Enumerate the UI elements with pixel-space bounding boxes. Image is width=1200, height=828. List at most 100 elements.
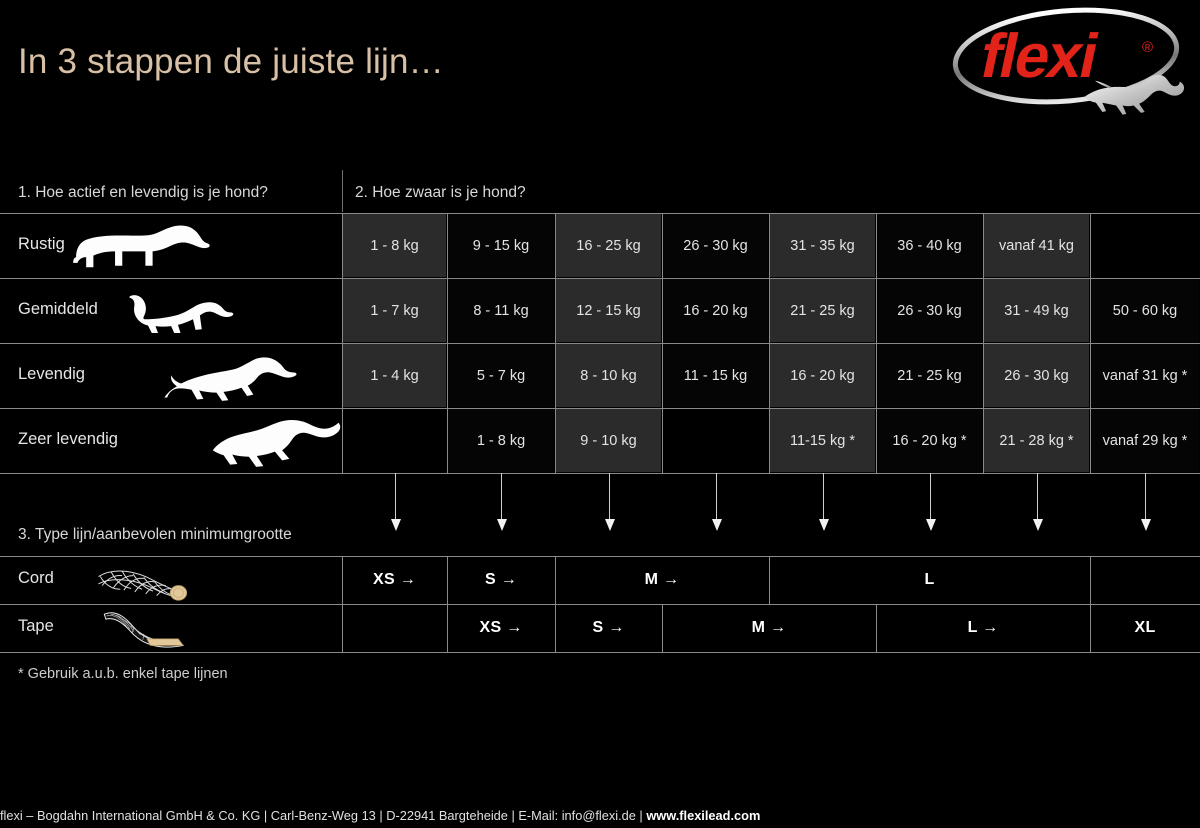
- weight-cell: 8 - 10 kg: [556, 344, 661, 407]
- weight-cell: 1 - 7 kg: [343, 279, 446, 342]
- leash-size-cell: [1091, 557, 1199, 603]
- grid-vline: [769, 213, 770, 473]
- weight-cell: 16 - 20 kg: [770, 344, 875, 407]
- walking-dog-icon: [118, 285, 243, 341]
- weight-cell: vanaf 29 kg *: [1091, 409, 1199, 472]
- svg-text:flexi: flexi: [975, 22, 1104, 91]
- weight-cell: [1091, 214, 1199, 277]
- arrow-head-icon: [711, 519, 722, 531]
- weight-cell: 1 - 8 kg: [448, 409, 554, 472]
- leash-size-cell: L →: [967, 619, 999, 636]
- cord-leash-icon: [88, 562, 198, 602]
- weight-cell: 16 - 20 kg: [663, 279, 768, 342]
- tape-leash-icon: [88, 606, 206, 652]
- footnote: * Gebruik a.u.b. enkel tape lijnen: [18, 666, 228, 682]
- grid2-label-vline: [342, 556, 343, 652]
- standing-dog-icon: [70, 221, 215, 273]
- weight-cell: 36 - 40 kg: [877, 214, 982, 277]
- weight-cell: 16 - 20 kg *: [877, 409, 982, 472]
- leash-type-grid: XS → S → M → L Cord XS → S → M → L → XL Tape: [0, 556, 1200, 653]
- arrow-stem: [822, 473, 824, 521]
- grid-hline: [0, 408, 1200, 409]
- weight-cell: 26 - 30 kg: [877, 279, 982, 342]
- leash-type-label: Cord: [18, 569, 54, 587]
- arrow-stem: [1036, 473, 1038, 521]
- arrow-head-icon: [497, 519, 507, 531]
- column-arrow: [390, 473, 401, 531]
- activity-label: Levendig: [18, 364, 85, 383]
- arrow-stem: [608, 473, 610, 521]
- weight-cell: 21 - 28 kg *: [984, 409, 1089, 472]
- column-arrow: [1032, 473, 1043, 531]
- arrow-stem: [1145, 473, 1146, 521]
- footer-address: flexi – Bogdahn International GmbH & Co.…: [0, 808, 647, 823]
- grid-hline: [0, 343, 1200, 344]
- column-arrow: [925, 473, 936, 531]
- weight-cell: 21 - 25 kg: [877, 344, 982, 407]
- column-arrow: [818, 473, 829, 531]
- footer-imprint: flexi – Bogdahn International GmbH & Co.…: [0, 808, 1200, 823]
- leash-size-cell: XL: [1134, 619, 1156, 636]
- weight-cell: 50 - 60 kg: [1091, 279, 1199, 342]
- grid-hline: [0, 213, 1200, 214]
- leash-type-label: Tape: [18, 617, 54, 635]
- weight-cell: vanaf 31 kg *: [1091, 344, 1199, 407]
- grid2-vline: [769, 556, 770, 604]
- weight-cell: 5 - 7 kg: [448, 344, 554, 407]
- weight-cell: vanaf 41 kg: [984, 214, 1089, 277]
- activity-weight-grid: 1 - 8 kg 9 - 15 kg 16 - 25 kg 26 - 30 kg 31 …: [0, 213, 1200, 474]
- leash-size-cell: XS →: [479, 619, 523, 636]
- leash-size-cell: S →: [484, 571, 518, 588]
- column-arrow: [1141, 473, 1151, 531]
- grid-hline: [0, 473, 1200, 474]
- weight-cell: [663, 409, 768, 472]
- running-dog-icon: [200, 417, 370, 469]
- activity-label: Gemiddeld: [18, 299, 98, 318]
- arrow-head-icon: [604, 519, 615, 531]
- leash-size-cell: XS →: [373, 571, 416, 588]
- grid-hline: [0, 278, 1200, 279]
- weight-cell: 11 - 15 kg: [663, 344, 768, 407]
- flexi-logo: flexi ®: [946, 4, 1192, 122]
- question-3-heading: 3. Type lijn/aanbevolen minimumgrootte: [18, 526, 292, 543]
- grid2-vline: [555, 556, 556, 604]
- arrow-stem: [394, 473, 396, 521]
- weight-cell: 31 - 35 kg: [770, 214, 875, 277]
- grid-vline: [662, 213, 663, 473]
- activity-label: Rustig: [18, 234, 65, 253]
- arrow-head-icon: [925, 519, 936, 531]
- column-arrow: [497, 473, 507, 531]
- arrow-head-icon: [1032, 519, 1043, 531]
- question-1-heading: 1. Hoe actief en levendig is je hond?: [18, 184, 268, 201]
- weight-cell: 8 - 11 kg: [448, 279, 554, 342]
- weight-cell: 26 - 30 kg: [663, 214, 768, 277]
- trotting-dog-icon: [150, 353, 315, 403]
- grid-vline: [447, 213, 448, 473]
- leash-size-cell: S →: [592, 619, 625, 636]
- svg-text:®: ®: [1142, 39, 1153, 56]
- arrow-head-icon: [1141, 519, 1151, 531]
- arrow-stem: [929, 473, 931, 521]
- grid2-vline: [447, 556, 448, 604]
- grid2-vline: [662, 604, 663, 652]
- grid-vline: [555, 213, 556, 473]
- grid2-vline: [1090, 556, 1091, 604]
- weight-cell: 11-15 kg *: [770, 409, 875, 472]
- grid2-hline: [0, 652, 1200, 653]
- grid2-vline: [555, 604, 556, 652]
- leash-size-cell: L: [924, 571, 935, 588]
- question-2-heading: 2. Hoe zwaar is je hond?: [355, 184, 526, 201]
- grid2-vline: [447, 604, 448, 652]
- header-divider: [342, 170, 343, 212]
- arrow-head-icon: [390, 519, 401, 531]
- weight-cell: 16 - 25 kg: [556, 214, 661, 277]
- grid-vline: [342, 213, 343, 473]
- grid2-hline: [0, 604, 1200, 605]
- grid-vline: [1090, 213, 1091, 473]
- footer-website: www.flexilead.com: [646, 808, 761, 823]
- grid-vline: [983, 213, 984, 473]
- weight-cell: 9 - 15 kg: [448, 214, 554, 277]
- weight-cell: 12 - 15 kg: [556, 279, 661, 342]
- column-arrow: [711, 473, 722, 531]
